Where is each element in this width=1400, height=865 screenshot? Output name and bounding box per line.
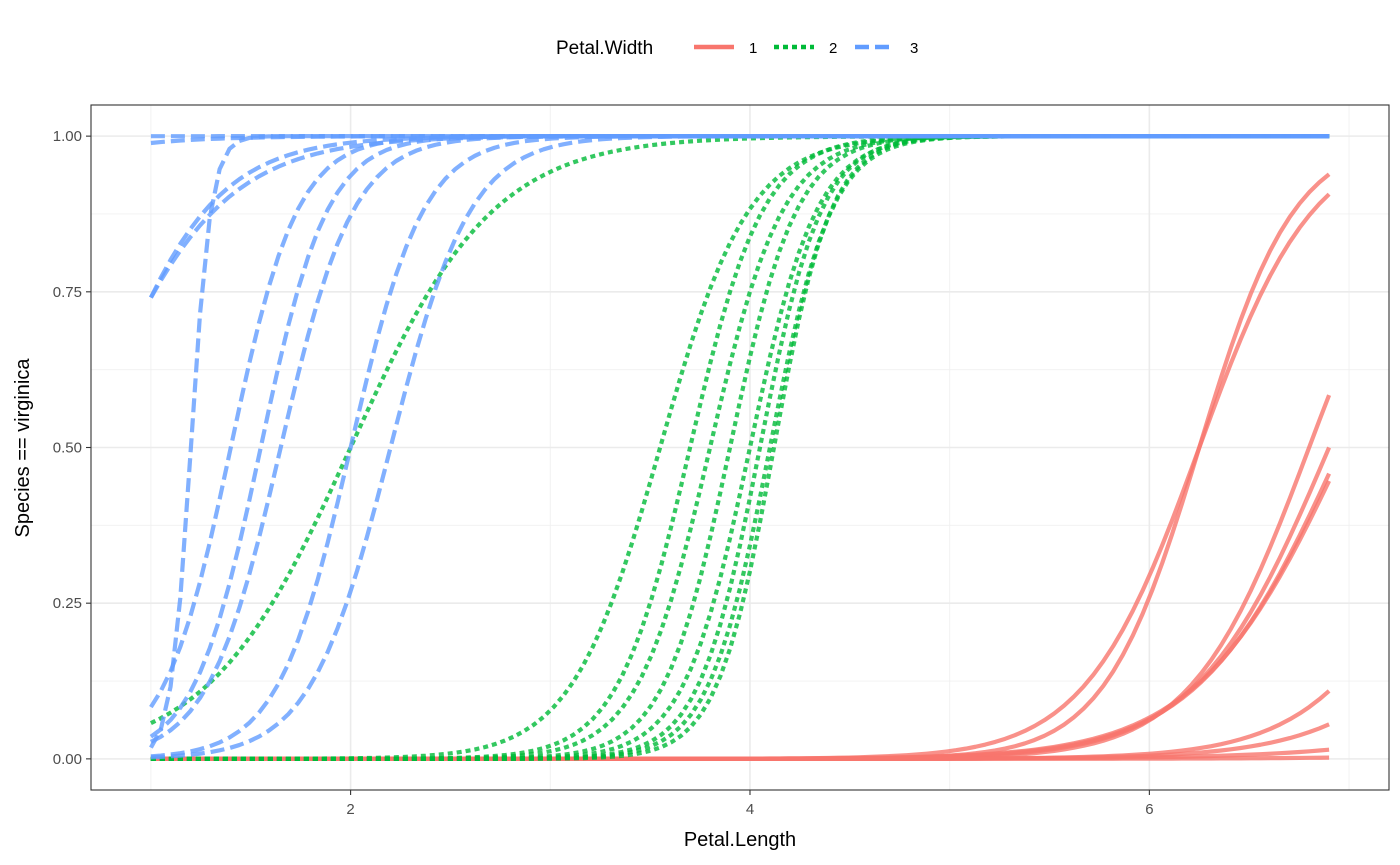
series-line-group-2-16 [150,134,1330,761]
y-tick-label: 0.00 [53,751,82,768]
x-tick-label: 4 [746,801,754,818]
legend-label-3: 3 [910,40,918,57]
x-tick-label: 2 [346,801,354,818]
legend-title: Petal.Width [556,38,653,59]
legend-label-2: 2 [829,40,837,57]
y-tick-label: 0.50 [53,440,82,457]
x-tick-label: 6 [1145,801,1153,818]
y-tick-label: 0.75 [53,284,82,301]
y-tick-label: 1.00 [53,128,82,145]
plot-panel [90,104,1390,791]
legend-entries: 1 2 3 [694,40,918,57]
y-axis-title: Species == virginica [12,358,34,538]
x-axis-title: Petal.Length [684,829,796,851]
y-axis: 0.00 0.25 0.50 0.75 1.00 [53,128,91,768]
legend-label-1: 1 [749,40,757,57]
legend: Petal.Width 1 2 3 [556,38,918,59]
x-axis: 2 4 6 [346,790,1154,818]
series-layer [149,134,1332,761]
series-line-group-1-9 [150,755,1330,761]
y-tick-label: 0.25 [53,595,82,612]
